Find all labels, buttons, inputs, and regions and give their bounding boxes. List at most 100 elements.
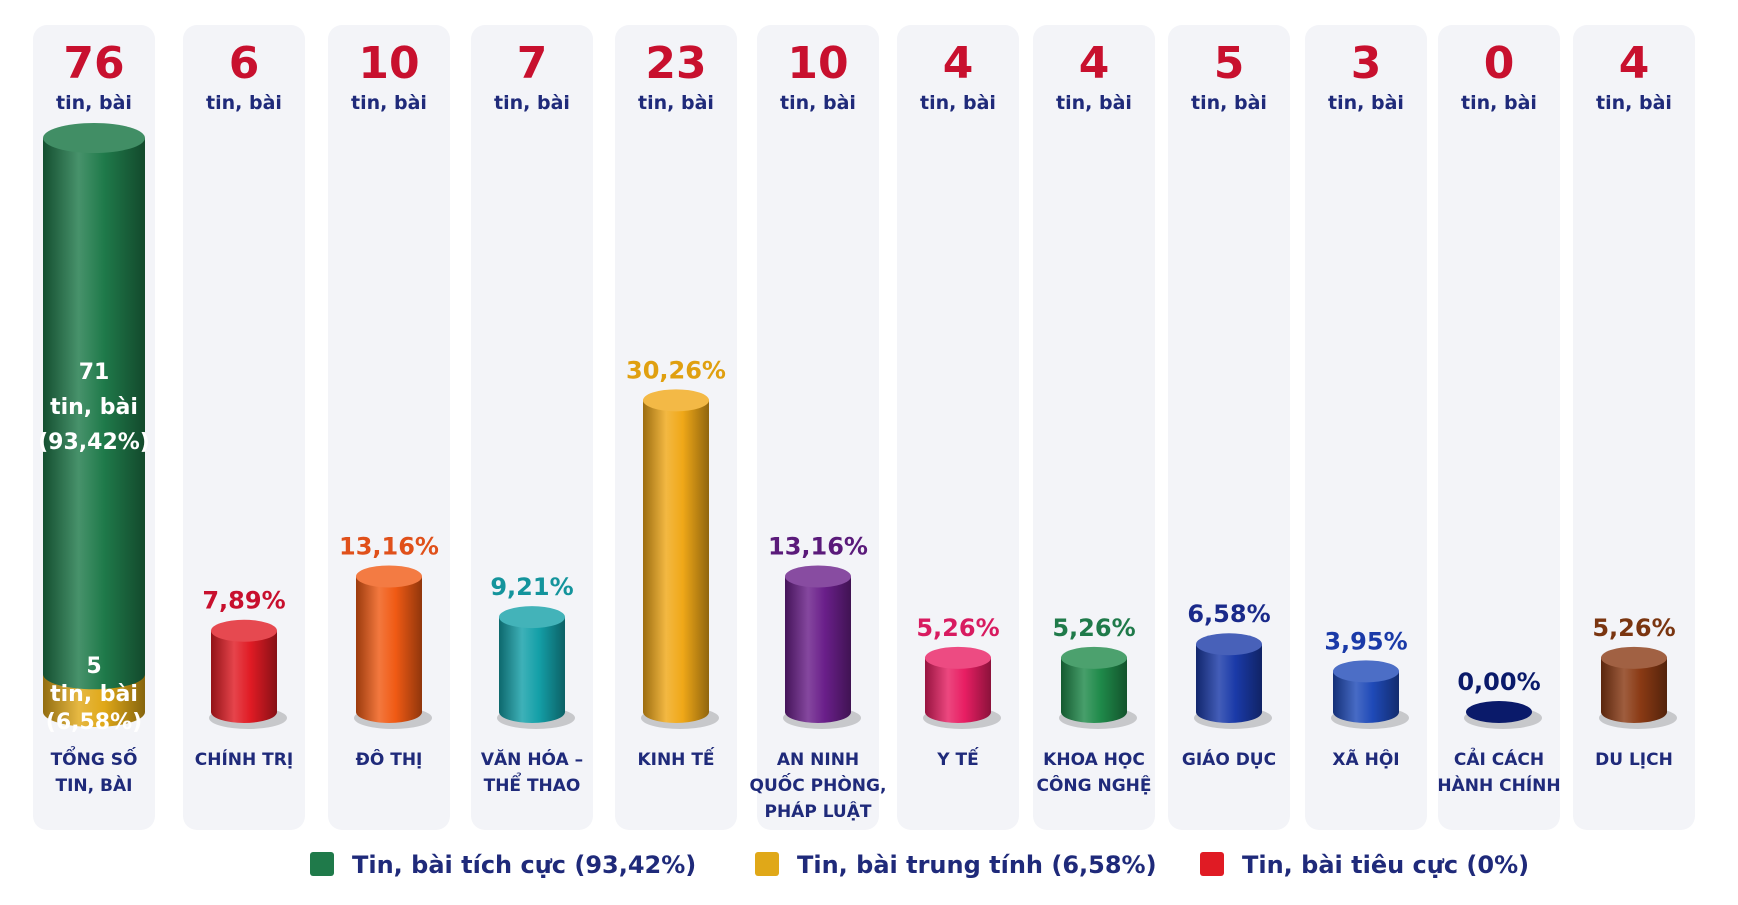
count-label: 7 bbox=[517, 38, 548, 89]
legend-item: Tin, bài trung tính (6,58%) bbox=[755, 851, 1157, 879]
bar-cap bbox=[785, 565, 851, 588]
count-label: 3 bbox=[1351, 38, 1382, 89]
unit-label: tin, bài bbox=[494, 92, 570, 114]
legend-item: Tin, bài tích cực (93,42%) bbox=[310, 851, 696, 879]
category-column: 5 tin, bài GIÁO DỤC 6,58% bbox=[1168, 25, 1290, 830]
category-column: 10 tin, bài ĐÔ THỊ 13,16% bbox=[328, 25, 450, 830]
bar bbox=[643, 400, 709, 723]
legend-swatch bbox=[755, 852, 779, 876]
count-label: 23 bbox=[645, 38, 706, 89]
unit-label: tin, bài bbox=[780, 92, 856, 114]
bar bbox=[356, 576, 422, 723]
percent-label: 5,26% bbox=[916, 614, 999, 642]
bar-cap bbox=[211, 619, 277, 642]
category-label: CHÍNH TRỊ bbox=[195, 748, 293, 770]
unit-label: tin, bài bbox=[1461, 92, 1537, 114]
segment-label: 5 bbox=[86, 654, 101, 679]
bar bbox=[1601, 657, 1667, 723]
percent-label: 3,95% bbox=[1324, 627, 1407, 655]
unit-label: tin, bài bbox=[1328, 92, 1404, 114]
column-background bbox=[1033, 25, 1155, 830]
bar bbox=[785, 576, 851, 723]
percent-label: 6,58% bbox=[1187, 600, 1270, 628]
segment-label: 71 bbox=[79, 360, 110, 385]
category-column: 4 tin, bài Y TẾ 5,26% bbox=[897, 25, 1019, 830]
count-label: 4 bbox=[1619, 38, 1650, 89]
unit-label: tin, bài bbox=[351, 92, 427, 114]
bar-cap bbox=[1196, 633, 1262, 656]
unit-label: tin, bài bbox=[206, 92, 282, 114]
bar-cap bbox=[643, 389, 709, 412]
category-column: 6 tin, bài CHÍNH TRỊ 7,89% bbox=[183, 25, 305, 830]
bar-cap bbox=[925, 646, 991, 669]
percent-label: 0,00% bbox=[1457, 668, 1540, 696]
unit-label: tin, bài bbox=[920, 92, 996, 114]
percent-label: 5,26% bbox=[1592, 614, 1675, 642]
unit-label: tin, bài bbox=[638, 92, 714, 114]
category-column: 7 tin, bài VĂN HÓA –THỂ THAO 9,21% bbox=[471, 25, 593, 830]
legend-label: Tin, bài tiêu cực (0%) bbox=[1242, 851, 1529, 879]
column-background bbox=[897, 25, 1019, 830]
category-column: 3 tin, bài XÃ HỘI 3,95% bbox=[1305, 25, 1427, 830]
category-column: 4 tin, bài KHOA HỌC CÔNG NGHỆ 5,26% bbox=[1033, 25, 1155, 830]
category-label: GIÁO DỤC bbox=[1182, 748, 1276, 770]
bar bbox=[925, 657, 991, 723]
legend-swatch bbox=[310, 852, 334, 876]
legend: Tin, bài tích cực (93,42%) Tin, bài trung… bbox=[310, 851, 1529, 879]
percent-label: 13,16% bbox=[339, 532, 439, 560]
bar-cap bbox=[1466, 701, 1532, 723]
category-label: KINH TẾ bbox=[637, 746, 714, 770]
count-label: 4 bbox=[943, 38, 974, 89]
segment-label: tin, bài bbox=[50, 395, 138, 420]
category-label: THỂ THAO bbox=[484, 771, 581, 796]
percent-label: 7,89% bbox=[202, 587, 285, 615]
column-background bbox=[1573, 25, 1695, 830]
category-column: 76 tin, bài TỔNG SỐ TIN, BÀI 5 tin, bài (6,58%… bbox=[33, 25, 155, 830]
bar-cap bbox=[499, 606, 565, 629]
total-cap bbox=[43, 123, 145, 153]
category-label: HÀNH CHÍNH bbox=[1437, 774, 1560, 796]
category-column: 4 tin, bài DU LỊCH 5,26% bbox=[1573, 25, 1695, 830]
count-label: 10 bbox=[787, 38, 848, 89]
category-column: 0 tin, bài CẢI CÁCH HÀNH CHÍNH 0,00% bbox=[1437, 25, 1561, 830]
bar bbox=[211, 630, 277, 723]
count-label: 10 bbox=[358, 38, 419, 89]
category-label: VĂN HÓA – bbox=[481, 748, 583, 770]
count-label: 4 bbox=[1079, 38, 1110, 89]
category-label: DU LỊCH bbox=[1595, 750, 1673, 770]
segment-label: (93,42%) bbox=[38, 430, 150, 455]
bar bbox=[1061, 657, 1127, 723]
legend-item: Tin, bài tiêu cực (0%) bbox=[1200, 851, 1529, 879]
unit-label: tin, bài bbox=[1596, 92, 1672, 114]
total-segment bbox=[43, 138, 145, 690]
bar-cap bbox=[1601, 646, 1667, 669]
legend-label: Tin, bài trung tính (6,58%) bbox=[797, 851, 1157, 879]
percent-label: 5,26% bbox=[1052, 614, 1135, 642]
bar bbox=[499, 617, 565, 723]
count-label: 76 bbox=[63, 38, 124, 89]
total-segment bbox=[43, 674, 145, 727]
category-label: ĐÔ THỊ bbox=[356, 748, 423, 770]
segment-label: (6,58%) bbox=[46, 710, 142, 735]
category-label: XÃ HỘI bbox=[1332, 747, 1399, 770]
column-background bbox=[1305, 25, 1427, 830]
category-label: AN NINH bbox=[777, 750, 859, 770]
bar bbox=[1196, 644, 1262, 723]
unit-label: tin, bài bbox=[56, 92, 132, 114]
column-background bbox=[1168, 25, 1290, 830]
category-column: 23 tin, bài KINH TẾ 30,26% bbox=[615, 25, 737, 830]
category-label: QUỐC PHÒNG, bbox=[750, 772, 887, 796]
count-label: 0 bbox=[1484, 38, 1515, 89]
category-label: TIN, BÀI bbox=[56, 774, 133, 796]
percent-label: 13,16% bbox=[768, 532, 868, 560]
unit-label: tin, bài bbox=[1191, 92, 1267, 114]
bar-cap bbox=[1061, 646, 1127, 669]
bar bbox=[1333, 671, 1399, 723]
category-label: TỔNG SỐ bbox=[51, 745, 138, 770]
percent-label: 9,21% bbox=[490, 573, 573, 601]
count-label: 6 bbox=[229, 38, 260, 89]
bar-cap bbox=[356, 565, 422, 588]
